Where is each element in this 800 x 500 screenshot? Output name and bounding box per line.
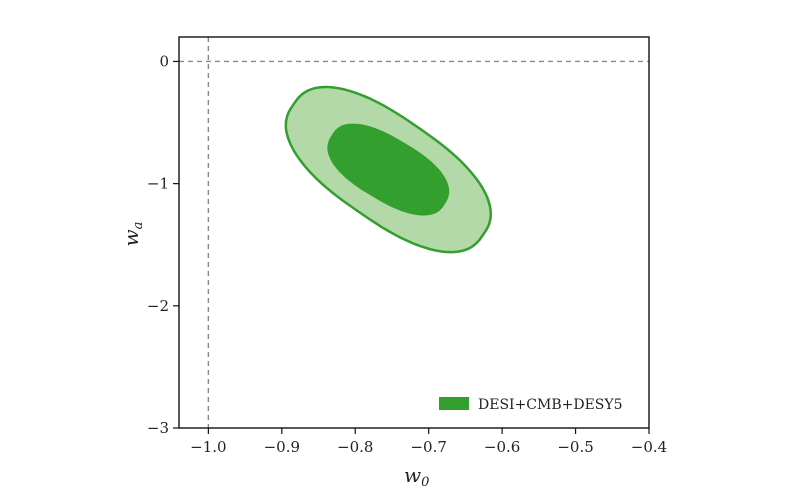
y-tick-label: 0 [159,52,169,70]
x-tick-label: −0.6 [484,438,520,456]
x-tick-label: −0.9 [264,438,300,456]
contour-68 [327,123,450,216]
x-axis-label: w0 [404,463,429,490]
x-tick-label: −1.0 [190,438,226,456]
x-tick-label: −0.8 [337,438,373,456]
plot-frame [178,36,650,429]
y-axis-label: wa [119,222,146,247]
x-tick-label: −0.5 [557,438,593,456]
axes: −1.0 −0.9 −0.8 −0.7 −0.6 −0.5 −0.4 0 −1 −2 −3 [147,36,667,456]
legend-swatch [439,397,469,410]
x-tick-label: −0.4 [631,438,667,456]
y-tick-label: −2 [147,297,169,315]
plot-area [179,37,649,428]
legend: DESI+CMB+DESY5 [439,397,623,413]
y-tick-label: −1 [147,175,169,193]
legend-label: DESI+CMB+DESY5 [478,397,623,413]
y-tick-label: −3 [147,419,169,437]
x-tick-label: −0.7 [410,438,446,456]
